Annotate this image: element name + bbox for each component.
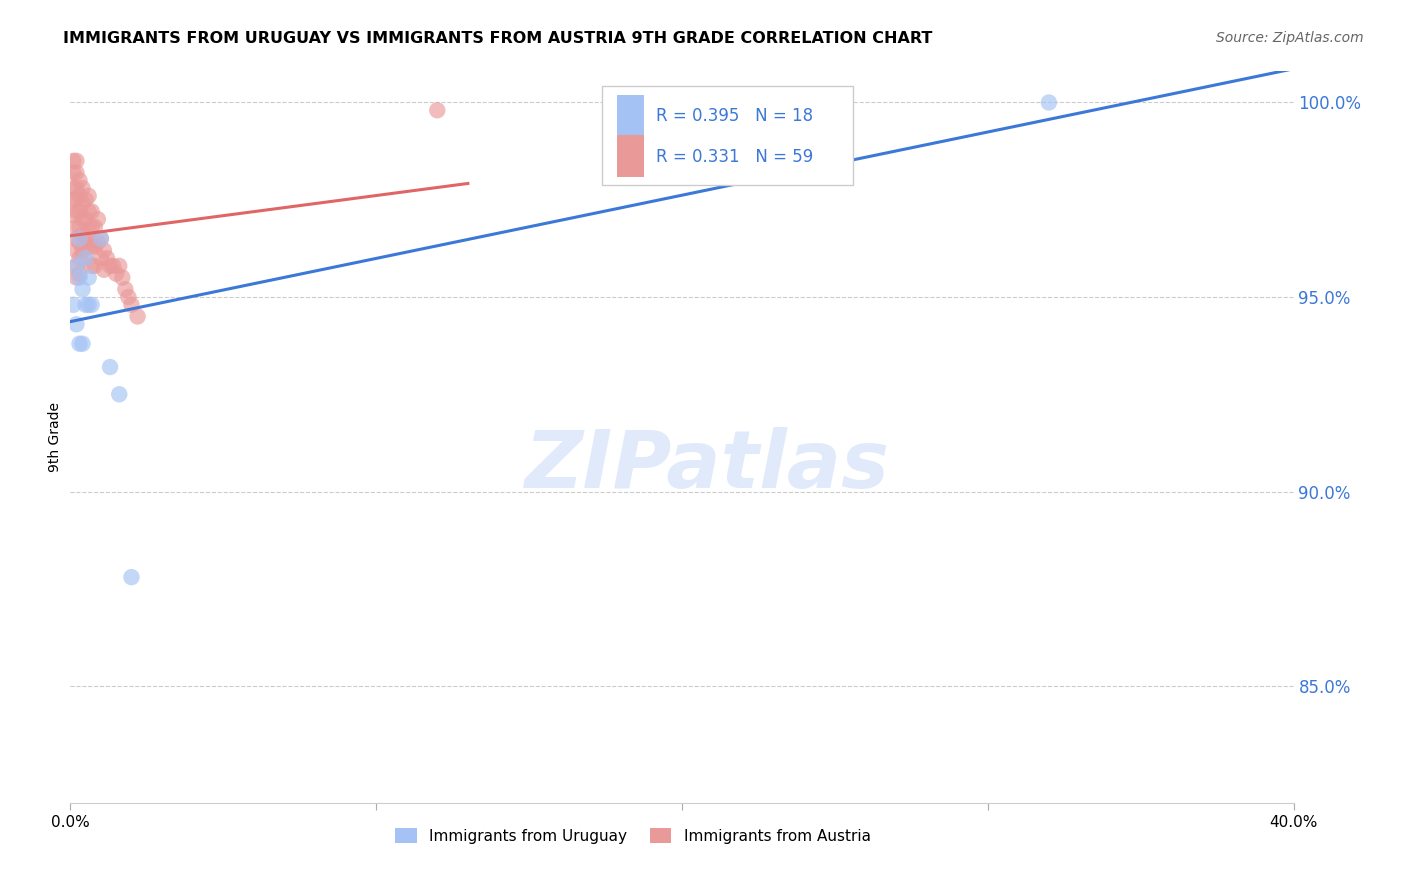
- Point: [65, 204, 87, 219]
- Point: [80, 298, 103, 312]
- Point: [75, 251, 97, 265]
- Point: [127, 310, 149, 324]
- Point: [65, 259, 87, 273]
- Point: [87, 235, 110, 250]
- Point: [426, 103, 449, 118]
- Point: [62, 153, 84, 168]
- Point: [117, 290, 139, 304]
- Point: [65, 165, 87, 179]
- Point: [72, 244, 94, 258]
- Point: [83, 219, 105, 234]
- Point: [108, 387, 131, 401]
- Point: [80, 219, 103, 234]
- Point: [72, 212, 94, 227]
- Point: [69, 270, 91, 285]
- Bar: [617, 95, 644, 137]
- Text: IMMIGRANTS FROM URUGUAY VS IMMIGRANTS FROM AUSTRIA 9TH GRADE CORRELATION CHART: IMMIGRANTS FROM URUGUAY VS IMMIGRANTS FR…: [63, 31, 932, 46]
- Point: [65, 259, 87, 273]
- Point: [77, 270, 100, 285]
- Point: [77, 204, 100, 219]
- Point: [69, 189, 91, 203]
- Point: [65, 193, 87, 207]
- Point: [65, 318, 87, 332]
- Point: [105, 267, 128, 281]
- Point: [65, 232, 87, 246]
- Legend: Immigrants from Uruguay, Immigrants from Austria: Immigrants from Uruguay, Immigrants from…: [389, 822, 877, 850]
- Point: [77, 239, 100, 253]
- Bar: [617, 135, 644, 178]
- Point: [101, 259, 124, 273]
- Point: [75, 193, 97, 207]
- Point: [62, 181, 84, 195]
- Point: [69, 235, 91, 250]
- Point: [83, 259, 105, 273]
- Point: [72, 336, 94, 351]
- Point: [80, 204, 103, 219]
- Point: [75, 232, 97, 246]
- Point: [75, 251, 97, 265]
- Point: [93, 262, 115, 277]
- Point: [69, 267, 91, 281]
- Point: [65, 270, 87, 285]
- Text: R = 0.395   N = 18: R = 0.395 N = 18: [657, 107, 813, 125]
- Text: R = 0.331   N = 59: R = 0.331 N = 59: [657, 148, 814, 166]
- Point: [62, 208, 84, 222]
- Point: [90, 232, 112, 246]
- Point: [62, 165, 84, 179]
- Point: [65, 153, 87, 168]
- Point: [75, 298, 97, 312]
- Y-axis label: 9th Grade: 9th Grade: [48, 402, 62, 472]
- Point: [111, 270, 134, 285]
- Point: [62, 193, 84, 207]
- Point: [83, 239, 105, 253]
- Point: [77, 189, 100, 203]
- Point: [90, 232, 112, 246]
- Point: [65, 219, 87, 234]
- Point: [80, 239, 103, 253]
- Text: Source: ZipAtlas.com: Source: ZipAtlas.com: [1216, 31, 1364, 45]
- Point: [72, 181, 94, 195]
- Point: [90, 251, 112, 265]
- Point: [80, 259, 103, 273]
- Point: [69, 336, 91, 351]
- Point: [69, 173, 91, 187]
- Point: [98, 259, 121, 273]
- Point: [72, 282, 94, 296]
- Point: [69, 204, 91, 219]
- Point: [65, 181, 87, 195]
- Point: [69, 251, 91, 265]
- Point: [114, 282, 136, 296]
- Point: [96, 251, 118, 265]
- Point: [93, 244, 115, 258]
- Point: [62, 298, 84, 312]
- Point: [98, 359, 121, 374]
- Point: [77, 224, 100, 238]
- Point: [108, 259, 131, 273]
- Point: [65, 244, 87, 258]
- Point: [69, 219, 91, 234]
- Bar: [602, 86, 853, 185]
- Point: [69, 232, 91, 246]
- Text: ZIPatlas: ZIPatlas: [524, 427, 889, 506]
- Point: [77, 298, 100, 312]
- Point: [72, 196, 94, 211]
- Point: [121, 298, 143, 312]
- Point: [87, 212, 110, 227]
- Point: [1038, 95, 1060, 110]
- Point: [75, 212, 97, 227]
- Point: [72, 227, 94, 242]
- Point: [121, 570, 143, 584]
